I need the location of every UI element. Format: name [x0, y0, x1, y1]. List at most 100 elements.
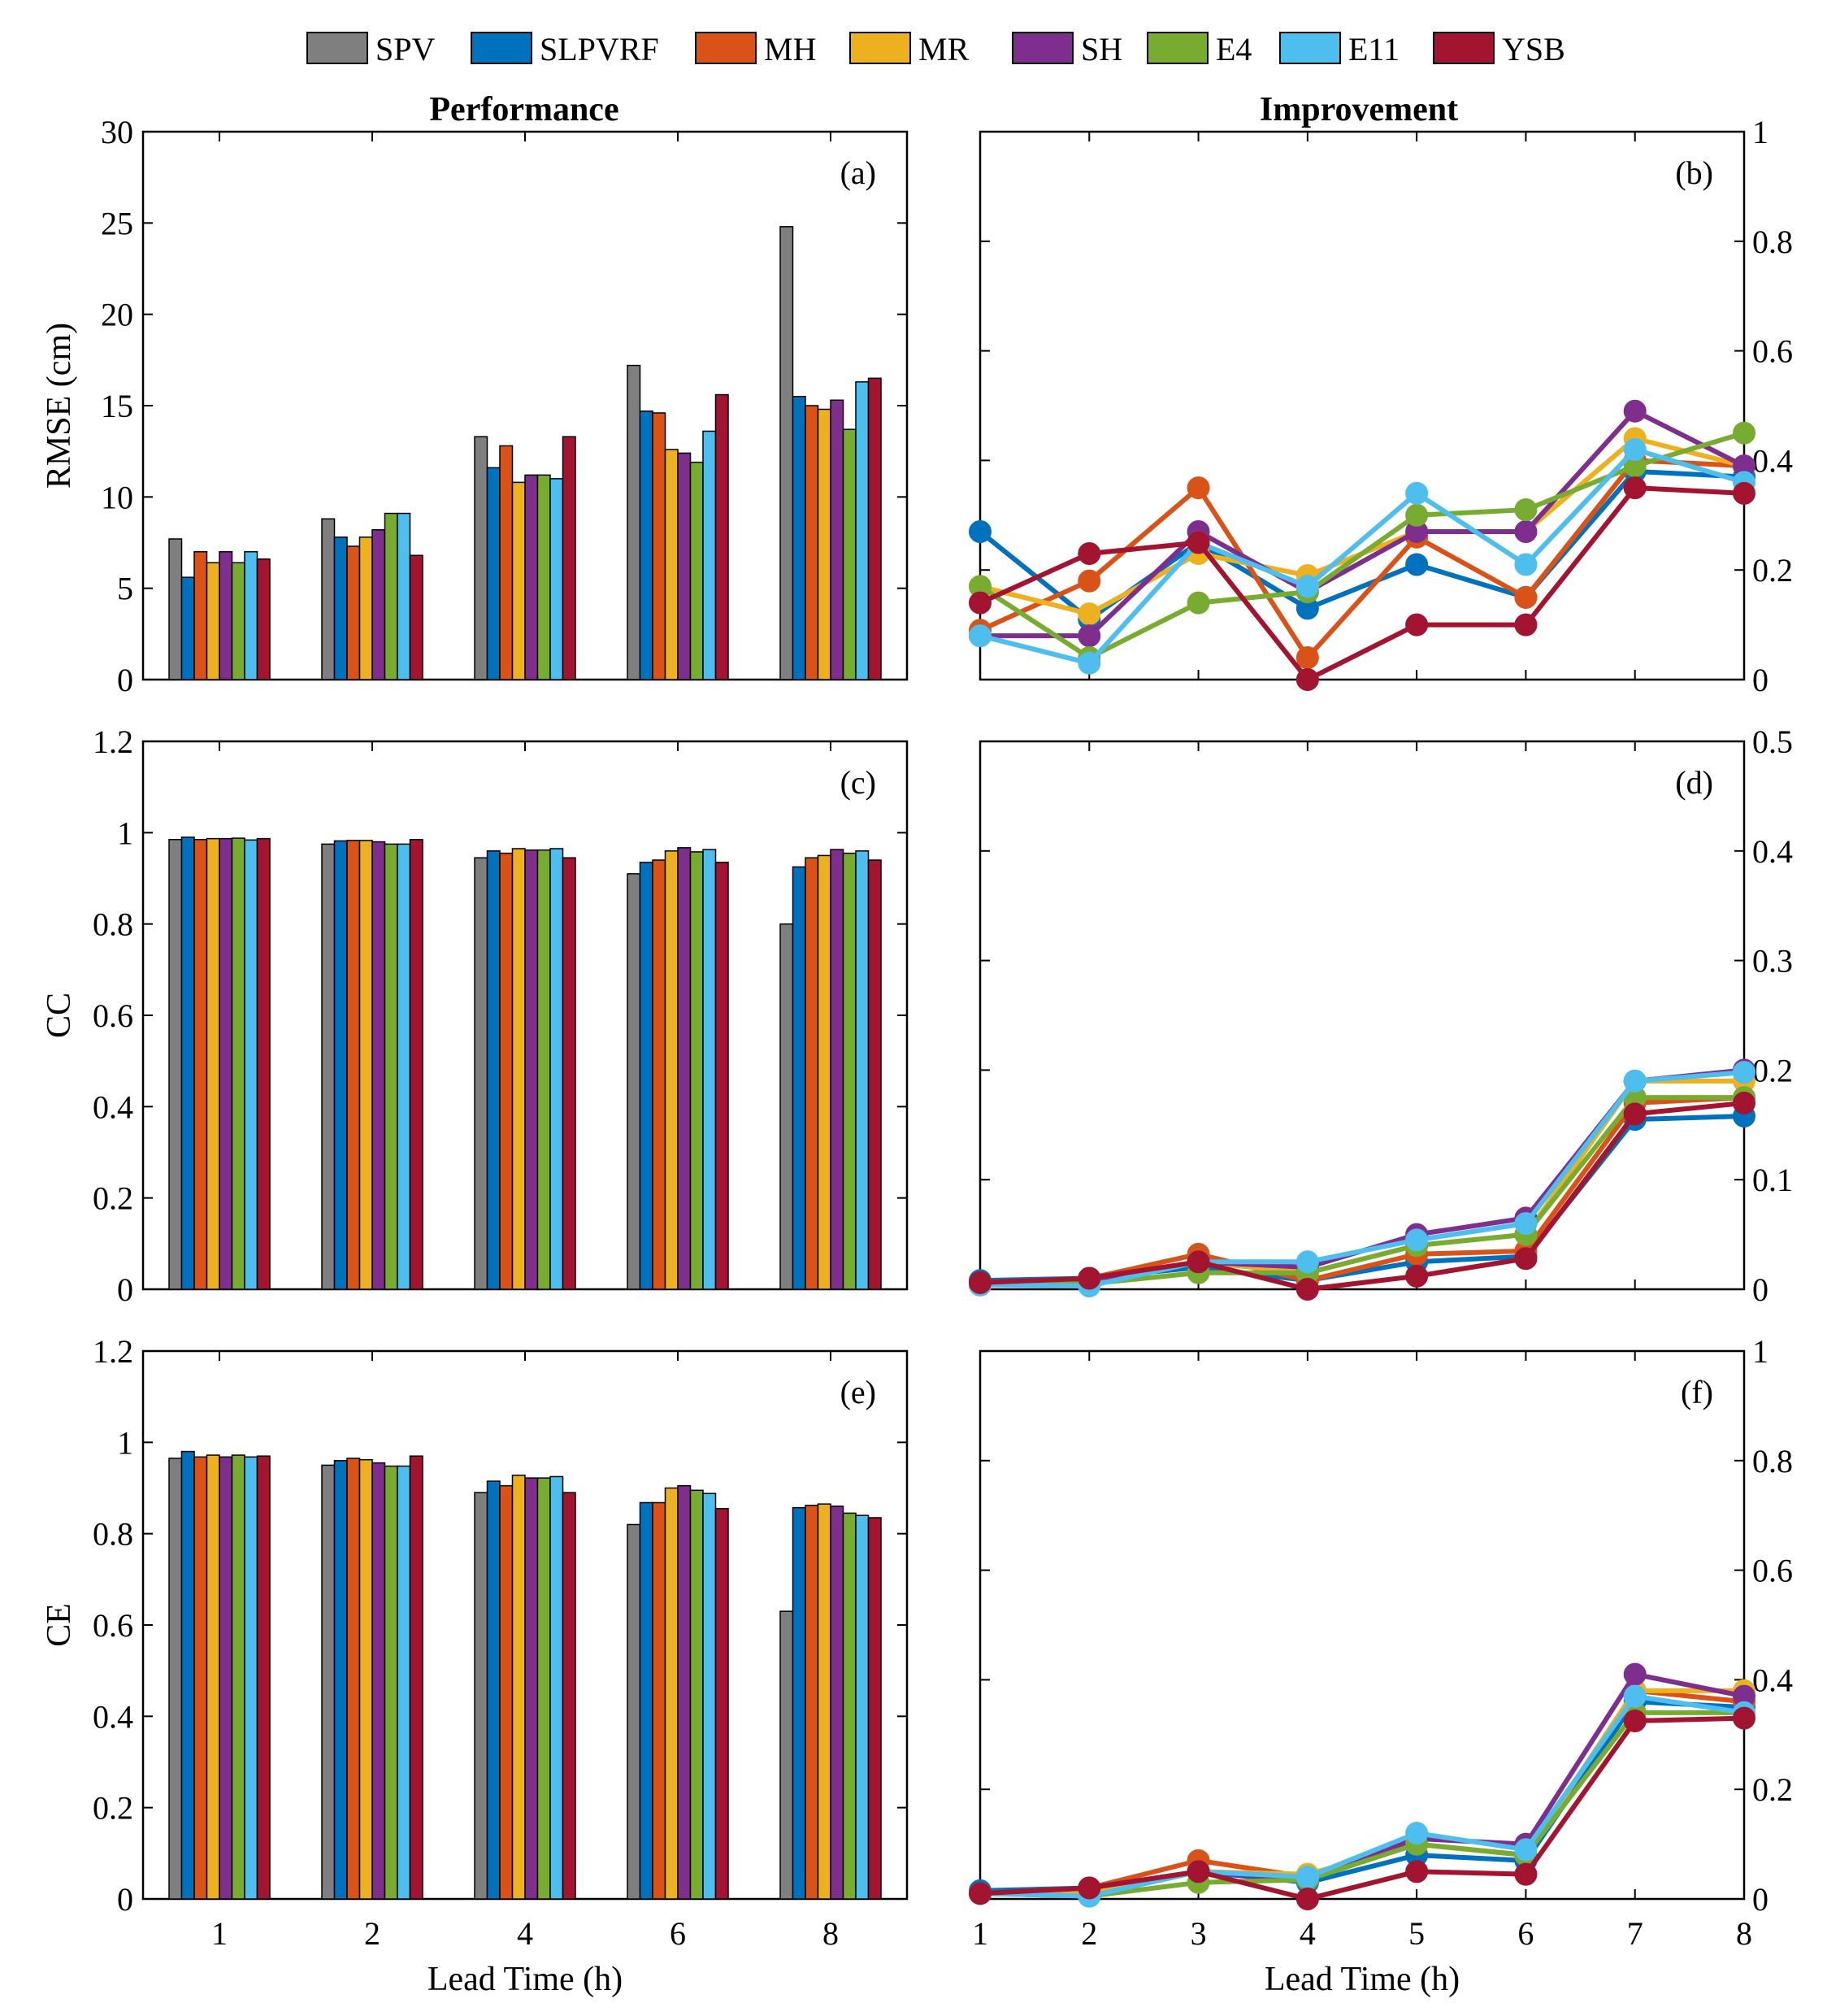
xtick-label: 6 [670, 1915, 686, 1952]
ylabel-e: CE [41, 1603, 78, 1647]
point-e11-5 [1405, 1822, 1429, 1845]
point-e11-5 [1405, 481, 1429, 505]
point-ysb-2 [1078, 1267, 1101, 1290]
bar-sh-8 [830, 1505, 844, 1900]
xtick-label: 6 [1517, 1915, 1534, 1952]
ytick-label: 0.6 [93, 1607, 133, 1644]
bar-e11-4 [549, 1475, 564, 1900]
bar-e11-8 [855, 381, 870, 680]
bar-sh-4 [524, 849, 539, 1290]
bar-slpvrf-1 [180, 836, 195, 1290]
bar-e11-4 [549, 848, 564, 1290]
bar-e4-8 [842, 1512, 857, 1900]
xtick-label: 8 [1736, 1915, 1752, 1952]
point-e4-6 [1514, 498, 1538, 522]
xlabel-f: Lead Time (h) [1265, 1961, 1460, 1998]
ytick-label: 1 [117, 1424, 133, 1461]
legend-swatch-spv [306, 32, 368, 64]
bar-slpvrf-1 [180, 576, 195, 680]
bar-mh-1 [193, 550, 208, 680]
bar-mr-2 [358, 1458, 373, 1900]
bar-e4-2 [384, 512, 398, 680]
point-e11-4 [1295, 1866, 1319, 1889]
ytick-label: 0 [1752, 662, 1768, 698]
bar-ysb-4 [562, 857, 576, 1290]
bar-ysb-6 [714, 862, 729, 1290]
bar-e4-6 [689, 461, 704, 680]
ytick-label: 0 [117, 662, 133, 698]
panel-e: 0 0.2 0.4 0.6 0.8 1 1.2 (e) CE 1 2 4 6 8 Lead Time (h) [41, 1333, 909, 1998]
ytick-label: 5 [117, 571, 133, 607]
ytick-label: 1.2 [93, 723, 133, 760]
bar-mh-6 [652, 1501, 666, 1900]
ytick-label: 0.6 [1752, 1553, 1793, 1589]
xtick-label: 4 [1300, 1915, 1316, 1952]
bar-spv-6 [627, 873, 641, 1290]
bar-mh-2 [346, 840, 361, 1290]
bar-e11-1 [244, 550, 258, 680]
bar-slpvrf-8 [792, 396, 806, 680]
bar-mh-6 [652, 412, 666, 680]
bar-mr-6 [664, 1487, 679, 1900]
bar-mh-4 [499, 1484, 514, 1900]
point-e11-1 [969, 624, 992, 648]
point-e4-8 [1733, 421, 1755, 445]
bar-mh-1 [193, 1456, 208, 1900]
bar-mh-2 [346, 545, 361, 680]
bar-ysb-4 [562, 436, 576, 680]
bar-e11-2 [397, 512, 411, 680]
point-ysb-3 [1187, 1860, 1210, 1883]
point-ysb-1 [969, 591, 992, 615]
bar-ysb-2 [409, 839, 423, 1290]
legend: SPV SLPVRF MH MR SH E4 E11 YSB [306, 31, 1565, 67]
ytick-label: 0.4 [1752, 442, 1793, 479]
bar-mr-1 [206, 1454, 220, 1900]
line-mh [979, 458, 1745, 661]
bar-sh-1 [219, 550, 233, 680]
legend-label-ysb: YSB [1502, 31, 1565, 67]
bar-e4-1 [231, 562, 245, 680]
ytick-label: 0.4 [1752, 1662, 1793, 1698]
ytick-label: 0.3 [1752, 943, 1793, 980]
legend-label-mh: MH [764, 31, 816, 67]
legend-label-spv: SPV [375, 31, 435, 67]
bar-e11-8 [855, 1514, 870, 1900]
bar-slpvrf-6 [639, 410, 653, 680]
bar-ysb-8 [867, 1517, 882, 1900]
point-mh-2 [1078, 569, 1101, 593]
bar-ysb-1 [256, 558, 271, 680]
point-ysb-8 [1733, 1091, 1755, 1114]
bar-mh-8 [805, 1505, 819, 1900]
bar-slpvrf-4 [486, 1480, 501, 1900]
ytick-label: 10 [101, 479, 133, 515]
ylabel-a: RMSE (cm) [41, 323, 78, 489]
line-e11 [979, 1070, 1745, 1288]
bar-sh-6 [677, 847, 692, 1290]
panel-label-f: (f) [1681, 1374, 1713, 1410]
ytick-label: 0 [117, 1271, 133, 1308]
bar-spv-2 [321, 1464, 336, 1900]
ytick-label: 0.8 [93, 1516, 133, 1553]
bar-e4-6 [689, 851, 704, 1290]
ytick-label: 0.4 [1752, 833, 1793, 870]
bar-sh-4 [524, 1477, 539, 1900]
line-ysb [979, 1100, 1745, 1292]
axes-box-d [979, 740, 1746, 1291]
ytick-label: 0.6 [93, 997, 133, 1034]
line-ysb [979, 1715, 1745, 1901]
ytick-label: 25 [101, 205, 133, 241]
ytick-label: 1.2 [93, 1333, 133, 1370]
point-ysb-2 [1078, 1876, 1101, 1900]
point-e11-7 [1623, 1684, 1647, 1708]
performance-title: Performance [429, 91, 618, 128]
bar-mr-8 [817, 1503, 831, 1900]
bar-mh-8 [805, 857, 819, 1290]
legend-swatch-sh [1012, 32, 1074, 64]
line-slpvrf [979, 1114, 1745, 1284]
point-e11-6 [1514, 1838, 1538, 1862]
line-e11 [979, 446, 1745, 666]
legend-label-e4: E4 [1216, 31, 1252, 67]
bar-e11-2 [397, 1465, 411, 1900]
bar-mr-4 [511, 481, 526, 680]
ytick-label: 0.4 [93, 1698, 133, 1735]
